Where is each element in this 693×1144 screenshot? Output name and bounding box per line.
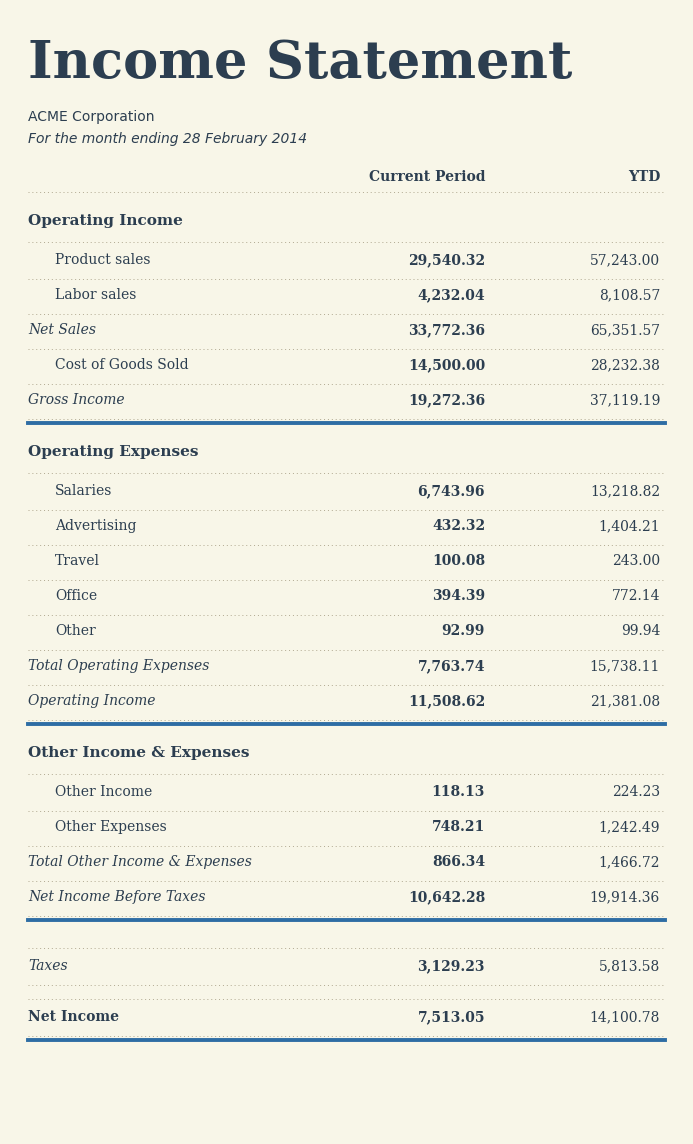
Text: Total Operating Expenses: Total Operating Expenses	[28, 659, 209, 673]
Text: Product sales: Product sales	[55, 253, 150, 267]
Text: 13,218.82: 13,218.82	[590, 484, 660, 498]
Text: Operating Income: Operating Income	[28, 214, 183, 228]
Text: Taxes: Taxes	[28, 959, 68, 974]
Text: Travel: Travel	[55, 554, 100, 569]
Text: For the month ending 28 February 2014: For the month ending 28 February 2014	[28, 132, 307, 146]
Text: Operating Expenses: Operating Expenses	[28, 445, 198, 459]
Text: Other: Other	[55, 623, 96, 638]
Text: 1,404.21: 1,404.21	[598, 519, 660, 533]
Text: 14,100.78: 14,100.78	[590, 1010, 660, 1024]
Text: Net Income Before Taxes: Net Income Before Taxes	[28, 890, 206, 904]
Text: Salaries: Salaries	[55, 484, 112, 498]
Text: 394.39: 394.39	[432, 589, 485, 603]
Text: Cost of Goods Sold: Cost of Goods Sold	[55, 358, 188, 372]
Text: 1,242.49: 1,242.49	[599, 820, 660, 834]
Text: Net Income: Net Income	[28, 1010, 119, 1024]
Text: 37,119.19: 37,119.19	[590, 394, 660, 407]
Text: 65,351.57: 65,351.57	[590, 323, 660, 337]
Text: 14,500.00: 14,500.00	[407, 358, 485, 372]
Text: 772.14: 772.14	[611, 589, 660, 603]
Text: 29,540.32: 29,540.32	[408, 253, 485, 267]
Text: 19,272.36: 19,272.36	[408, 394, 485, 407]
Text: 33,772.36: 33,772.36	[408, 323, 485, 337]
Text: 11,508.62: 11,508.62	[407, 694, 485, 708]
Text: 432.32: 432.32	[432, 519, 485, 533]
Text: 100.08: 100.08	[432, 554, 485, 569]
Text: 4,232.04: 4,232.04	[417, 288, 485, 302]
Text: 21,381.08: 21,381.08	[590, 694, 660, 708]
Text: 92.99: 92.99	[441, 623, 485, 638]
Text: 748.21: 748.21	[432, 820, 485, 834]
Text: Other Income: Other Income	[55, 785, 152, 799]
Text: Total Other Income & Expenses: Total Other Income & Expenses	[28, 855, 252, 869]
Text: 8,108.57: 8,108.57	[599, 288, 660, 302]
Text: 1,466.72: 1,466.72	[599, 855, 660, 869]
Text: 3,129.23: 3,129.23	[417, 959, 485, 974]
Text: 99.94: 99.94	[621, 623, 660, 638]
Text: 7,763.74: 7,763.74	[417, 659, 485, 673]
Text: 866.34: 866.34	[432, 855, 485, 869]
Text: 243.00: 243.00	[612, 554, 660, 569]
Text: Advertising: Advertising	[55, 519, 137, 533]
Text: Current Period: Current Period	[369, 170, 485, 184]
Text: YTD: YTD	[628, 170, 660, 184]
Text: Other Income & Expenses: Other Income & Expenses	[28, 746, 249, 760]
Text: 57,243.00: 57,243.00	[590, 253, 660, 267]
Text: 7,513.05: 7,513.05	[417, 1010, 485, 1024]
Text: Labor sales: Labor sales	[55, 288, 137, 302]
Text: 118.13: 118.13	[432, 785, 485, 799]
Text: ACME Corporation: ACME Corporation	[28, 110, 155, 124]
Text: Office: Office	[55, 589, 97, 603]
Text: 224.23: 224.23	[612, 785, 660, 799]
Text: Other Expenses: Other Expenses	[55, 820, 167, 834]
Text: Operating Income: Operating Income	[28, 694, 155, 708]
Text: 19,914.36: 19,914.36	[590, 890, 660, 904]
Text: 5,813.58: 5,813.58	[599, 959, 660, 974]
Text: Income Statement: Income Statement	[28, 38, 572, 89]
Text: 28,232.38: 28,232.38	[590, 358, 660, 372]
Text: 6,743.96: 6,743.96	[417, 484, 485, 498]
Text: 10,642.28: 10,642.28	[407, 890, 485, 904]
Text: 15,738.11: 15,738.11	[590, 659, 660, 673]
Text: Net Sales: Net Sales	[28, 323, 96, 337]
Text: Gross Income: Gross Income	[28, 394, 125, 407]
